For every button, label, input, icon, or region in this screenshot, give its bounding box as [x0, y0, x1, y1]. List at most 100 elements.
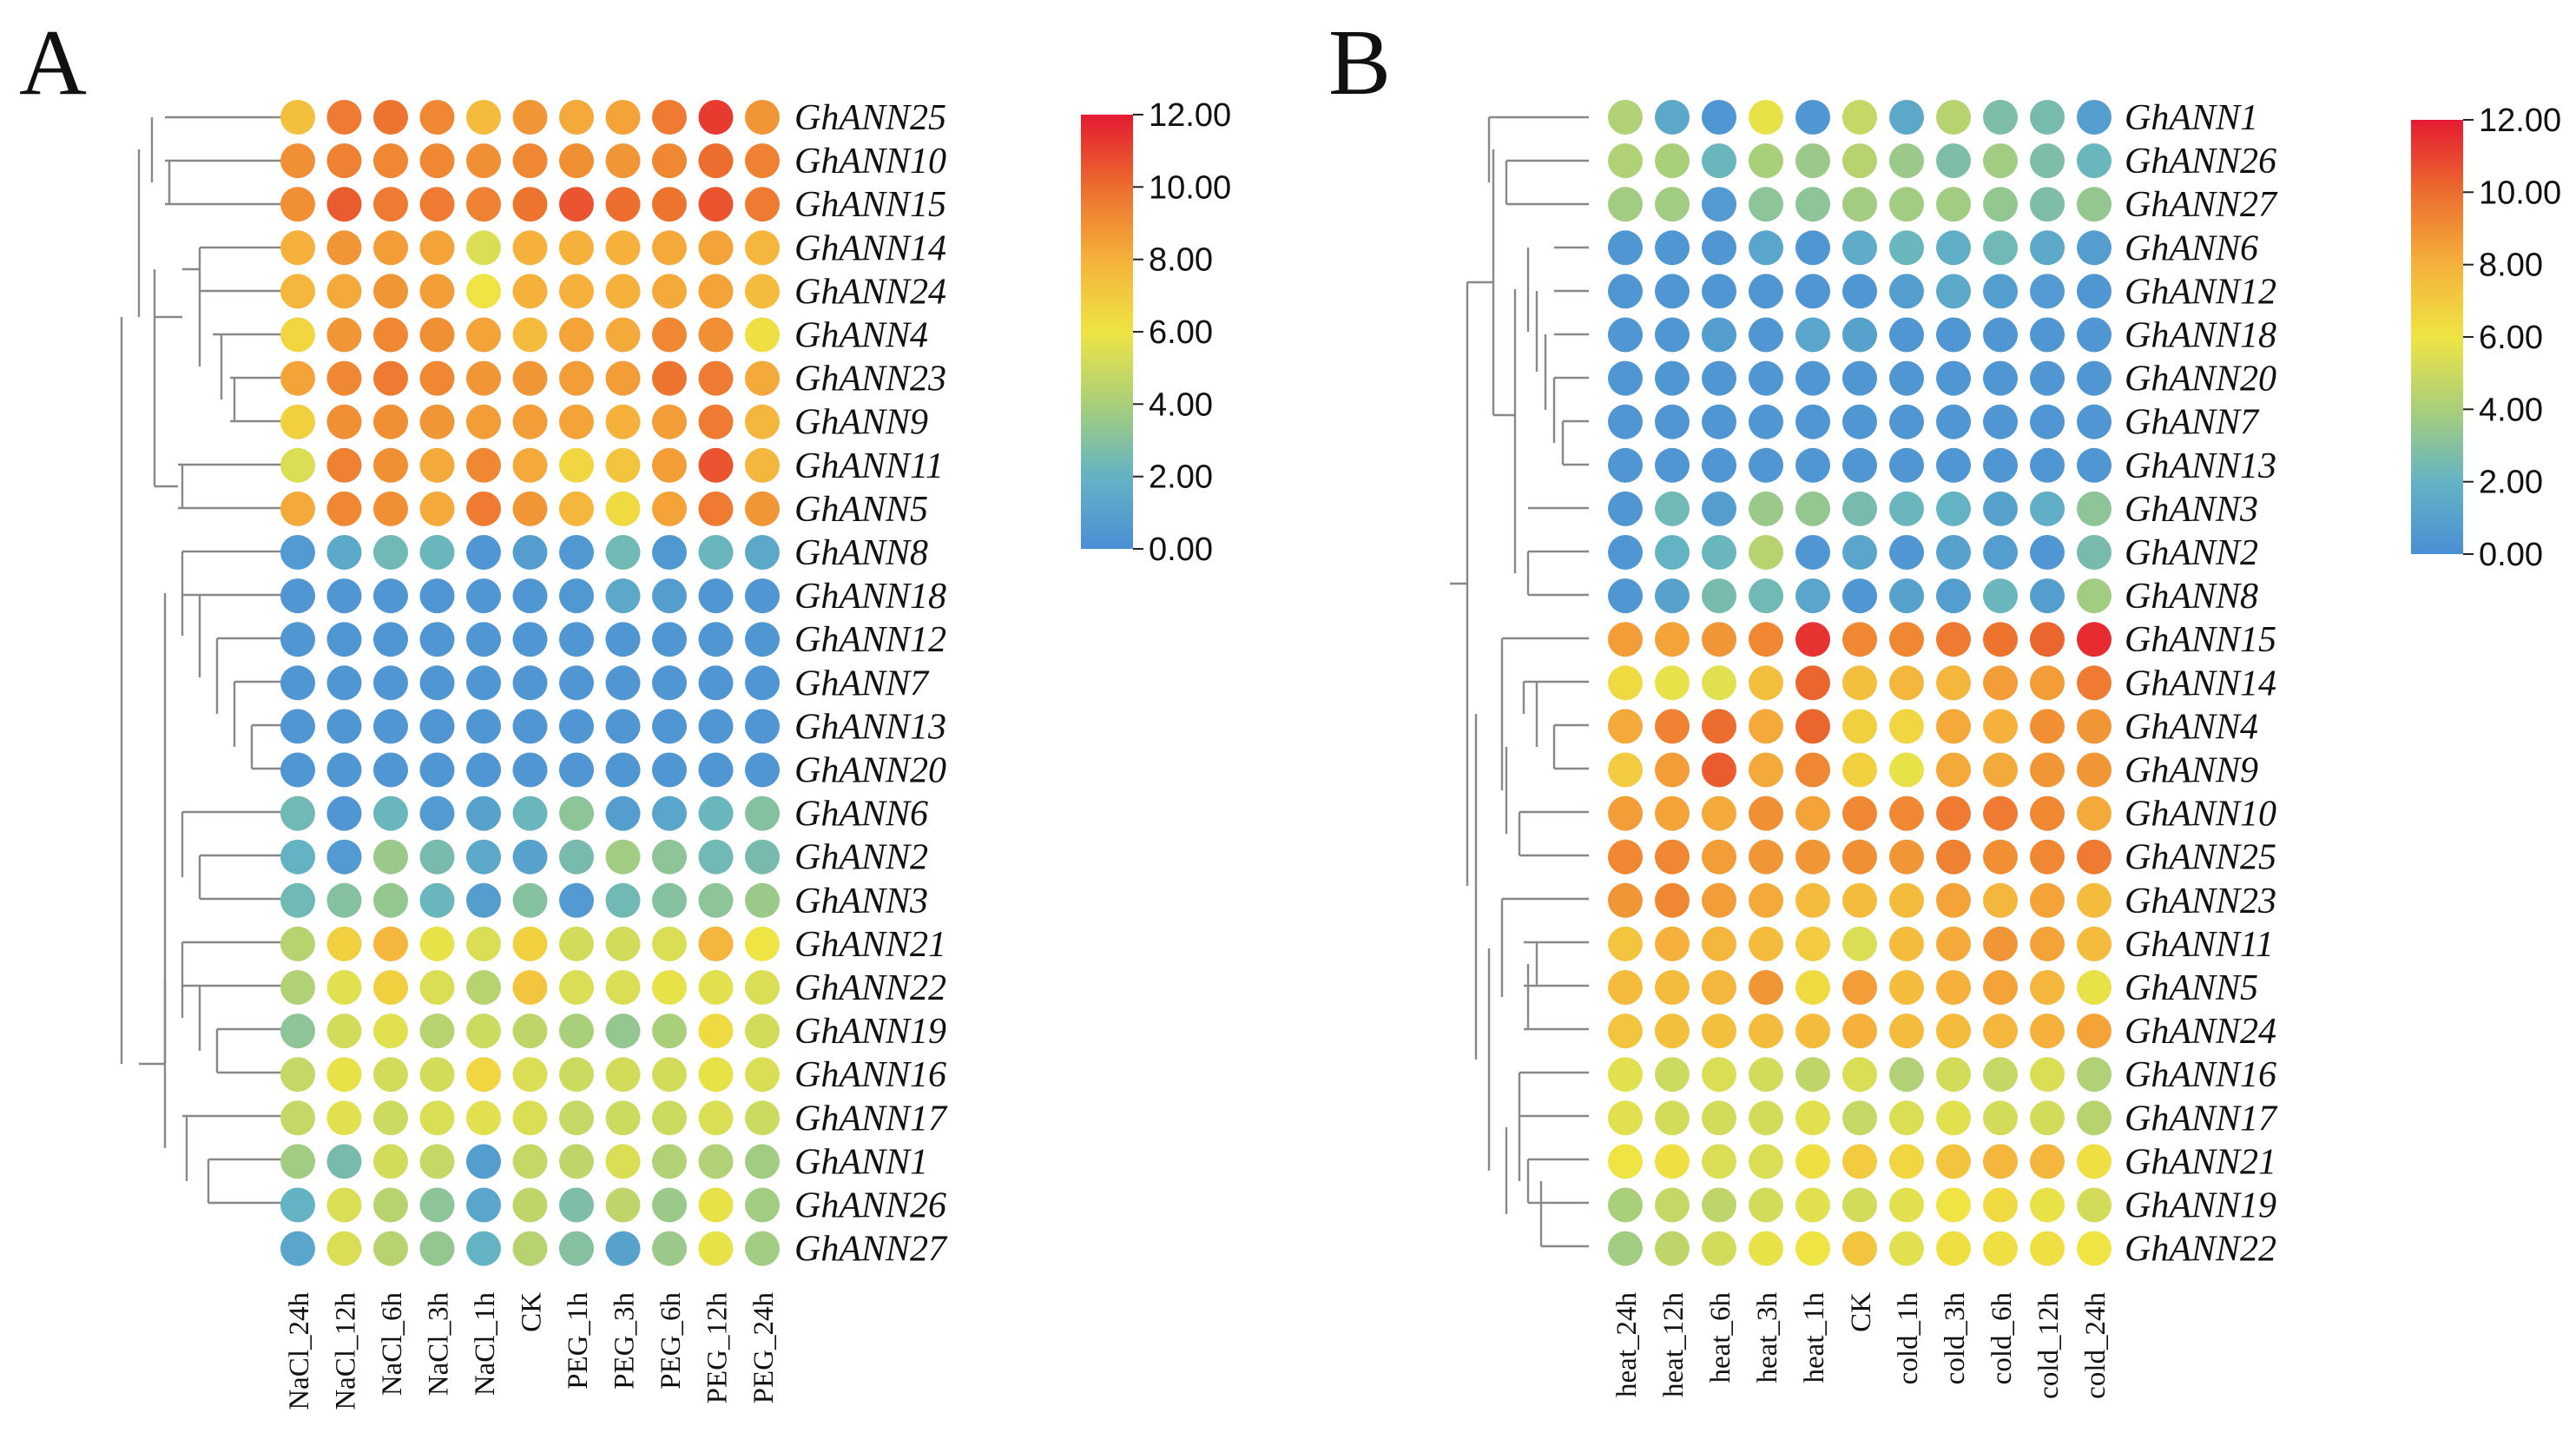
heatmap-cell: [373, 1014, 408, 1049]
heatmap-cell: [698, 796, 734, 831]
row-label: GhANN13: [794, 707, 946, 747]
heatmap-cell: [1889, 317, 1924, 353]
heatmap-cell: [1889, 970, 1924, 1005]
heatmap-cell: [1608, 752, 1643, 788]
heatmap-cell: [652, 491, 687, 526]
heatmap-cell: [1842, 1100, 1877, 1136]
colorbar-tick-label: 12.00: [1149, 97, 1231, 134]
heatmap-cell: [698, 230, 734, 266]
heatmap-cell: [280, 100, 315, 135]
heatmap-cell: [559, 578, 594, 614]
heatmap-cell: [745, 317, 780, 353]
heatmap-cell: [2077, 1014, 2112, 1049]
heatmap-cell: [1749, 143, 1783, 179]
heatmap-cell: [512, 404, 548, 439]
heatmap-cell: [1749, 491, 1783, 526]
heatmap-cell: [1749, 796, 1783, 831]
heatmap-cell: [1889, 1057, 1924, 1093]
heatmap-cell: [745, 100, 780, 135]
heatmap-cell: [326, 1231, 362, 1266]
heatmap-cell: [373, 1100, 408, 1136]
column-label: PEG_6h: [656, 1292, 687, 1390]
heatmap-cell: [1702, 578, 1736, 614]
heatmap-cell: [280, 1100, 315, 1136]
heatmap-cell: [419, 404, 455, 439]
heatmap-cell: [1655, 404, 1690, 439]
heatmap-cell: [1795, 709, 1830, 744]
column-label: NaCl_6h: [377, 1292, 408, 1396]
column-labels: NaCl_24h NaCl_12h NaCl_6h NaCl_3h NaCl_1h CK P…: [284, 1292, 780, 1410]
heatmap-cell: [2077, 709, 2112, 744]
heatmap-cell: [1655, 926, 1690, 961]
heatmap-cell: [1749, 274, 1783, 309]
heatmap-cell: [605, 665, 641, 701]
heatmap-cell: [373, 970, 408, 1005]
heatmap-cell: [466, 578, 501, 614]
heatmap-cell: [373, 317, 408, 353]
heatmap-cell: [326, 491, 362, 526]
heatmap-cell: [419, 1057, 455, 1093]
row-label: GhANN1: [2125, 98, 2258, 138]
heatmap-cell: [1749, 187, 1783, 222]
heatmap-cell: [1749, 535, 1783, 570]
heatmap-cell: [466, 796, 501, 831]
heatmap-cell: [652, 404, 687, 439]
row-label: GhANN17: [794, 1099, 948, 1139]
heatmap-cell: [559, 1187, 594, 1223]
heatmap-cell: [698, 622, 734, 657]
heatmap-cell: [1983, 535, 2018, 570]
heatmap-cell: [605, 230, 641, 266]
heatmap-cell: [652, 100, 687, 135]
heatmap-cell: [1936, 100, 1971, 135]
heatmap-cell: [1983, 447, 2018, 483]
heatmap-cell: [2077, 839, 2112, 875]
heatmap-cell: [1749, 230, 1783, 266]
heatmap-cell: [512, 926, 548, 961]
colorbar-ticks: 12.00 10.00 8.00 6.00 4.00 2.00 0.00: [1133, 97, 1231, 568]
heatmap-cell: [1889, 1014, 1924, 1049]
heatmap-cell: [373, 187, 408, 222]
colorbar-tick-label: 8.00: [2479, 248, 2543, 284]
heatmap-cell: [1749, 1100, 1783, 1136]
row-label: GhANN26: [2125, 142, 2276, 182]
colorbar-b: [2411, 120, 2463, 554]
heatmap-cell: [1795, 578, 1830, 614]
heatmap-cell: [698, 665, 734, 701]
heatmap-cell: [1842, 317, 1877, 353]
heatmap-cells: [280, 100, 780, 1266]
heatmap-cell: [1889, 926, 1924, 961]
heatmap-cell: [698, 143, 734, 179]
heatmap-cell: [2077, 187, 2112, 222]
heatmap-cell: [2030, 187, 2065, 222]
heatmap-cell: [2077, 1231, 2112, 1266]
heatmap-cell: [2030, 882, 2065, 918]
row-label: GhANN20: [794, 751, 946, 791]
heatmap-cell: [373, 1231, 408, 1266]
heatmap-cell: [1936, 447, 1971, 483]
heatmap-cell: [1936, 752, 1971, 788]
heatmap-cell: [1889, 709, 1924, 744]
row-dendrogram-b: [1450, 116, 1589, 1248]
heatmap-cell: [2077, 143, 2112, 179]
heatmap-cell: [1749, 752, 1783, 788]
heatmap-cell: [1983, 578, 2018, 614]
heatmap-cell: [1842, 230, 1877, 266]
heatmap-cell: [280, 665, 315, 701]
heatmap-cell: [326, 447, 362, 483]
heatmap-cell: [698, 1100, 734, 1136]
heatmap-cell: [1889, 187, 1924, 222]
heatmap-cell: [698, 752, 734, 788]
row-label: GhANN4: [794, 316, 928, 356]
heatmap-cell: [1749, 100, 1783, 135]
heatmap-cell: [512, 752, 548, 788]
column-label: cold_24h: [2080, 1292, 2112, 1399]
heatmap-cell: [1983, 187, 2018, 222]
column-label: CK: [1846, 1292, 1877, 1332]
row-label: GhANN7: [794, 664, 930, 703]
heatmap-cell: [1983, 491, 2018, 526]
row-label: GhANN15: [2125, 620, 2276, 660]
heatmap-cell: [1655, 752, 1690, 788]
heatmap-cell: [1702, 839, 1736, 875]
heatmap-cell: [1889, 1100, 1924, 1136]
heatmap-cell: [698, 882, 734, 918]
